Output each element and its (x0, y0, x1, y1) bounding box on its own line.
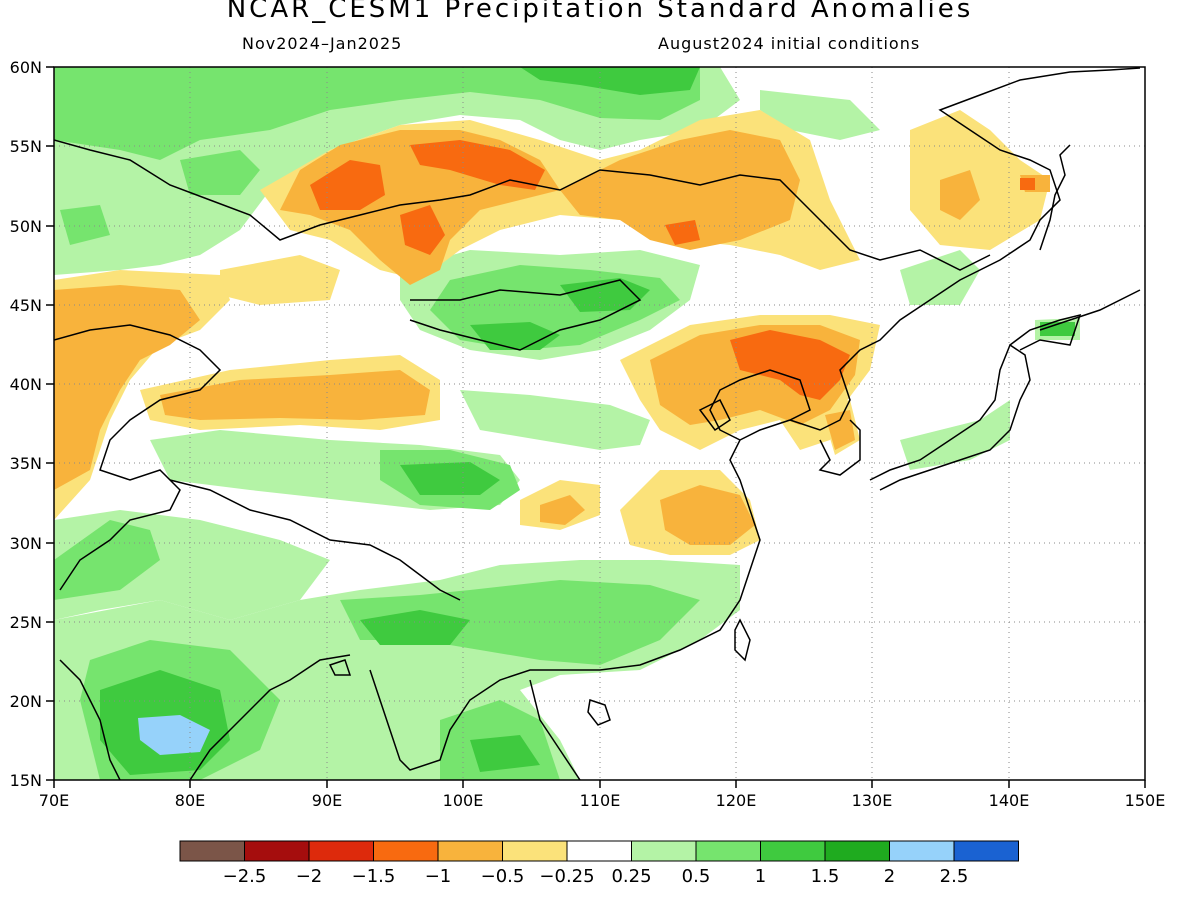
colorbar-swatch (889, 840, 955, 862)
graticule (54, 67, 1145, 780)
colorbar-label: 0.25 (611, 866, 651, 887)
anomaly-region (310, 160, 385, 210)
anomaly-region (665, 220, 700, 245)
anomaly-region (520, 67, 700, 95)
lat-labels: 60N 55N 50N 45N 40N 35N 30N 25N 20N 15N (10, 58, 42, 790)
colorbar-swatch (244, 840, 310, 862)
lat-label: 35N (10, 454, 42, 473)
lon-label: 150E (1125, 791, 1166, 810)
colorbar-swatch (760, 840, 826, 862)
anomaly-region (910, 110, 1050, 250)
lon-label: 110E (580, 791, 621, 810)
anomaly-region (940, 170, 980, 220)
anomaly-region (410, 140, 545, 190)
anomaly-region (54, 520, 160, 600)
anomaly-region (220, 255, 340, 305)
anomaly-region (470, 735, 540, 772)
colorbar-swatch (824, 840, 890, 862)
lat-label: 20N (10, 692, 42, 711)
lon-label: 130E (852, 791, 893, 810)
colorbar-swatch (502, 840, 568, 862)
colorbar-label: −1.5 (352, 866, 396, 887)
anomaly-region (54, 285, 200, 490)
colorbar-label: 1 (755, 866, 766, 887)
anomaly-region (1020, 178, 1035, 190)
lat-label: 50N (10, 217, 42, 236)
colorbar-label: −0.25 (539, 866, 594, 887)
colorbar-swatch (437, 840, 503, 862)
lat-label: 60N (10, 58, 42, 77)
lon-labels: 70E 80E 90E 100E 110E 120E 130E 140E 150… (39, 791, 1166, 810)
lat-label: 25N (10, 613, 42, 632)
anomaly-region (180, 150, 260, 195)
lat-label: 40N (10, 375, 42, 394)
anomaly-region (1040, 322, 1075, 336)
colorbar-label: 2 (884, 866, 895, 887)
anomaly-region (138, 715, 210, 755)
lon-label: 90E (312, 791, 342, 810)
colorbar-swatch (308, 840, 374, 862)
lat-label: 45N (10, 296, 42, 315)
forecast-period: Nov2024–Jan2025 (242, 34, 403, 53)
anomaly-region (160, 370, 430, 420)
colorbar-label: 2.5 (940, 866, 969, 887)
colorbar-label: −1 (425, 866, 452, 887)
anomaly-region (540, 495, 585, 525)
lon-label: 80E (175, 791, 205, 810)
anomaly-region (730, 330, 850, 400)
colorbar-swatch (695, 840, 761, 862)
lat-label: 55N (10, 137, 42, 156)
lon-label: 140E (989, 791, 1030, 810)
anomaly-region (360, 610, 470, 645)
axis-ticks (46, 66, 1146, 788)
lon-label: 120E (716, 791, 757, 810)
lon-label: 70E (39, 791, 69, 810)
colorbar-label: 0.5 (682, 866, 711, 887)
anomaly-region (760, 90, 880, 140)
colorbar-label: 1.5 (811, 866, 840, 887)
lat-label: 15N (10, 771, 42, 790)
colorbar: −2.5 −2 −1.5 −1 −0.5 −0.25 0.25 0.5 1 1.5 2 2.5 (179, 840, 1019, 887)
anomaly-region (60, 205, 110, 245)
map-title: NCAR_CESM1 Precipitation Standard Anomal… (226, 0, 974, 24)
anomaly-region (900, 250, 980, 305)
colorbar-label: −0.5 (481, 866, 525, 887)
colorbar-label: −2 (296, 866, 323, 887)
colorbar-swatch (566, 840, 632, 862)
colorbar-swatch (179, 840, 245, 862)
anomaly-region (54, 67, 700, 160)
anomaly-region (825, 410, 855, 450)
colorbar-swatch (953, 840, 1019, 862)
anomaly-region (460, 390, 650, 450)
anomaly-region (400, 205, 445, 255)
anomaly-region (660, 485, 755, 545)
anomaly-region (400, 462, 500, 495)
anomaly-region (560, 130, 800, 250)
lat-label: 30N (10, 534, 42, 553)
anomaly-field (54, 67, 1145, 780)
colorbar-swatch (631, 840, 697, 862)
colorbar-label: −2.5 (223, 866, 267, 887)
initial-conditions: August2024 initial conditions (658, 34, 921, 53)
lon-label: 100E (443, 791, 484, 810)
coastlines-borders (54, 67, 1141, 780)
colorbar-swatch (373, 840, 439, 862)
